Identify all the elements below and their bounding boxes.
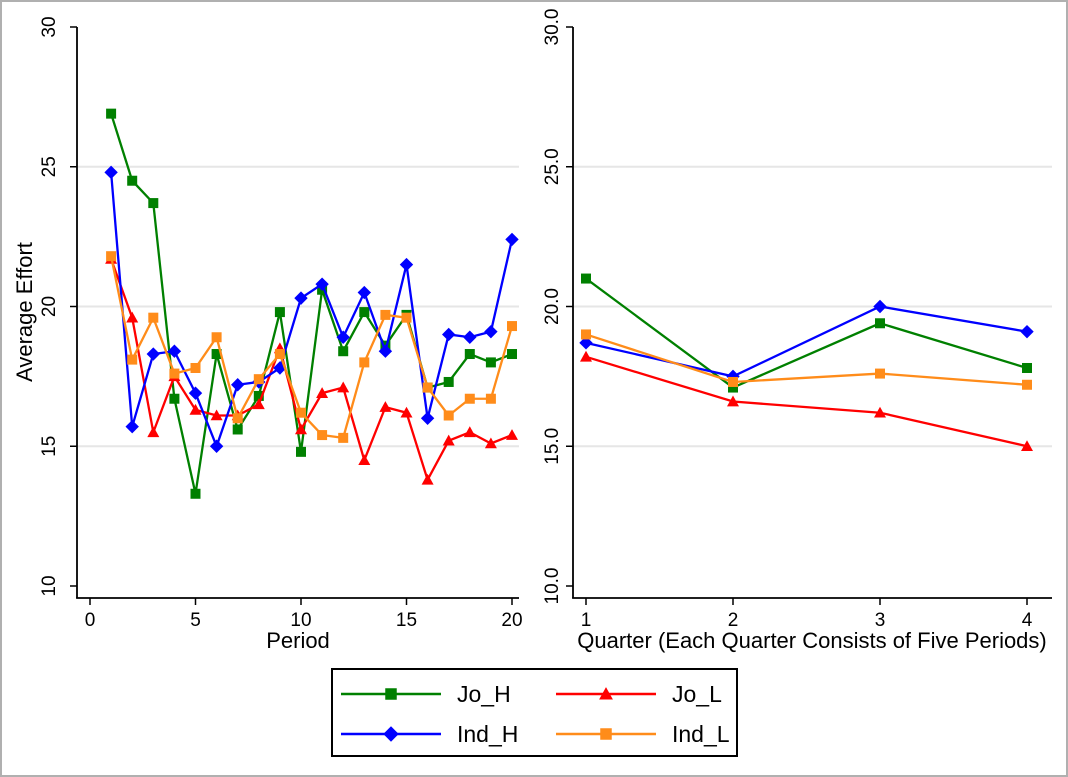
right-x-axis-title: Quarter (Each Quarter Consists of Five P… bbox=[577, 628, 1047, 653]
svg-text:20.0: 20.0 bbox=[542, 288, 563, 325]
svg-text:15.0: 15.0 bbox=[542, 428, 563, 465]
ind-h-line-marker-icon bbox=[341, 726, 441, 742]
svg-text:1: 1 bbox=[581, 610, 592, 631]
svg-text:3: 3 bbox=[875, 610, 886, 631]
svg-text:2: 2 bbox=[728, 610, 739, 631]
legend: Jo_H Jo_L Ind_H Ind_L bbox=[331, 668, 738, 757]
svg-text:20: 20 bbox=[39, 296, 60, 317]
svg-text:25.0: 25.0 bbox=[542, 148, 563, 185]
right-panel: 10.0 15.0 20.0 25.0 30.0 1 2 3 4 bbox=[542, 9, 1052, 631]
svg-text:25: 25 bbox=[39, 156, 60, 177]
jo-l-line-marker-icon bbox=[556, 687, 656, 700]
legend-label: Ind_L bbox=[672, 720, 730, 747]
svg-text:15: 15 bbox=[39, 436, 60, 457]
ind-l-line-marker-icon bbox=[556, 728, 656, 740]
svg-text:4: 4 bbox=[1022, 610, 1033, 631]
svg-text:30.0: 30.0 bbox=[542, 9, 563, 46]
svg-text:15: 15 bbox=[396, 610, 417, 631]
left-x-axis-title: Period bbox=[266, 628, 330, 653]
left-panel: 10 15 20 25 30 0 5 10 15 20 bbox=[39, 16, 523, 631]
svg-text:20: 20 bbox=[501, 610, 522, 631]
svg-text:5: 5 bbox=[190, 610, 201, 631]
svg-text:30: 30 bbox=[39, 16, 60, 37]
svg-text:0: 0 bbox=[85, 610, 96, 631]
legend-label: Ind_H bbox=[457, 720, 519, 747]
svg-text:10.0: 10.0 bbox=[542, 568, 563, 605]
legend-label: Jo_L bbox=[672, 680, 722, 707]
jo-h-line-marker-icon bbox=[341, 688, 441, 700]
legend-item-jo-h: Jo_H bbox=[341, 675, 556, 713]
y-axis-title: Average Effort bbox=[12, 242, 37, 382]
legend-item-ind-l: Ind_L bbox=[556, 715, 736, 753]
legend-item-ind-h: Ind_H bbox=[341, 715, 556, 753]
svg-text:10: 10 bbox=[290, 610, 311, 631]
svg-text:10: 10 bbox=[39, 575, 60, 596]
legend-label: Jo_H bbox=[457, 680, 511, 707]
legend-item-jo-l: Jo_L bbox=[556, 675, 736, 713]
